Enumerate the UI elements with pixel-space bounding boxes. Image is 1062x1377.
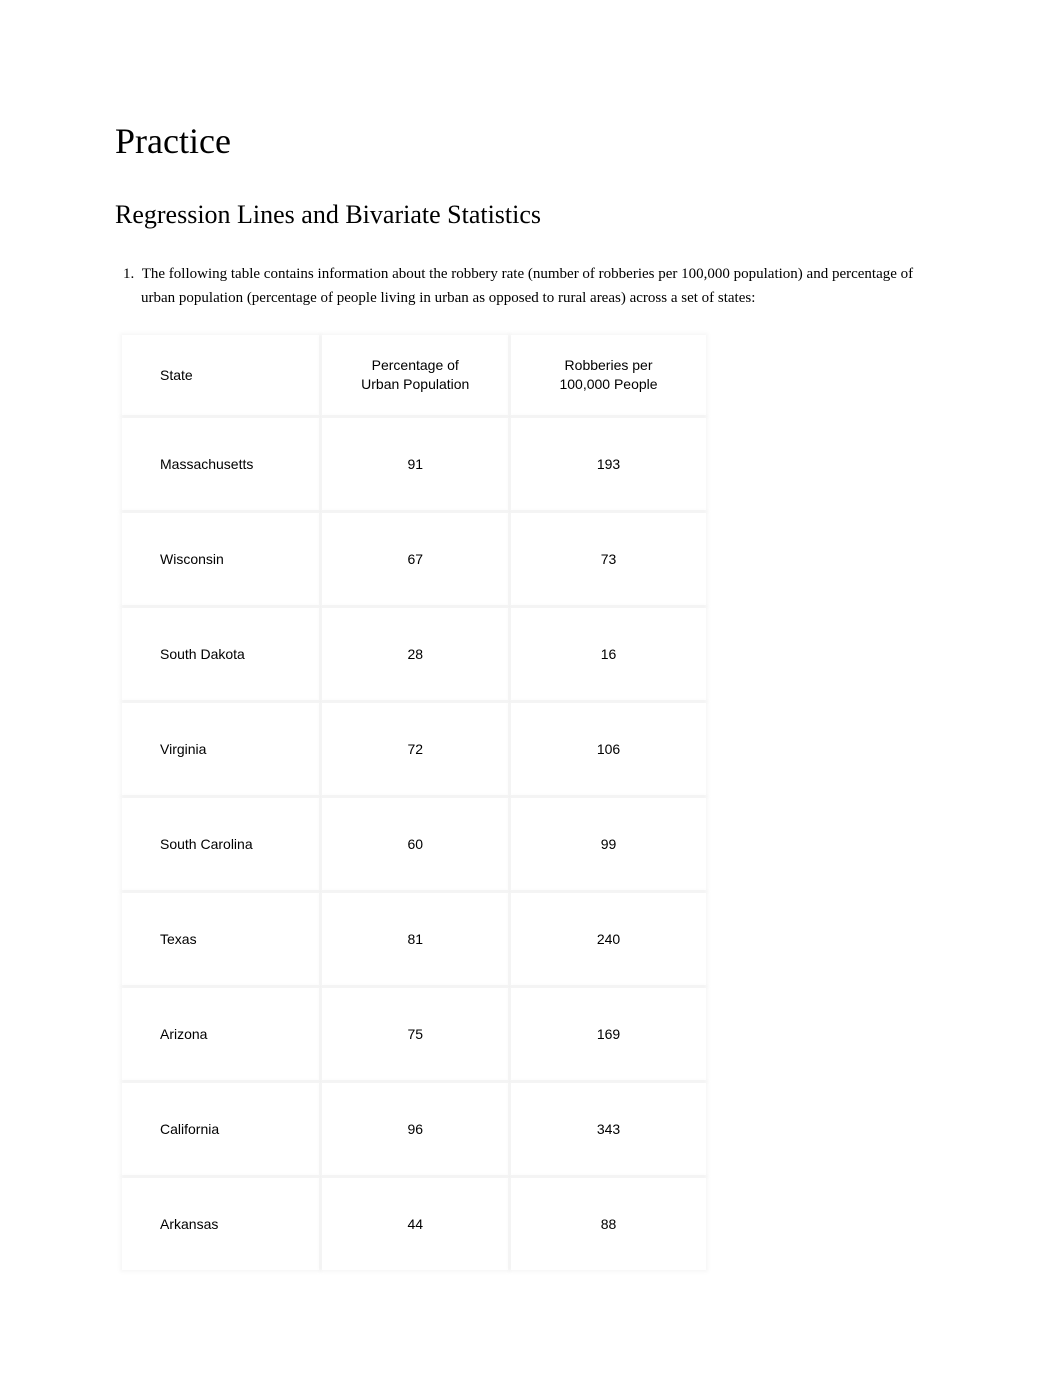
- col-header-urban: Percentage of Urban Population: [322, 335, 508, 415]
- cell-urban: 81: [322, 893, 508, 985]
- table-row: Virginia 72 106: [122, 703, 706, 795]
- cell-urban: 67: [322, 513, 508, 605]
- cell-robberies: 16: [511, 608, 706, 700]
- cell-urban: 28: [322, 608, 508, 700]
- cell-robberies: 240: [511, 893, 706, 985]
- cell-robberies: 169: [511, 988, 706, 1080]
- cell-urban: 75: [322, 988, 508, 1080]
- table-row: Wisconsin 67 73: [122, 513, 706, 605]
- table-header-row: State Percentage of Urban Population Rob…: [122, 335, 706, 415]
- table-row: Arizona 75 169: [122, 988, 706, 1080]
- question-number: 1.: [123, 262, 134, 286]
- page-subtitle: Regression Lines and Bivariate Statistic…: [115, 200, 947, 230]
- cell-robberies: 88: [511, 1178, 706, 1270]
- table-row: Massachusetts 91 193: [122, 418, 706, 510]
- cell-state: Arizona: [122, 988, 319, 1080]
- cell-urban: 96: [322, 1083, 508, 1175]
- table-body: Massachusetts 91 193 Wisconsin 67 73 Sou…: [122, 418, 706, 1270]
- cell-state: Virginia: [122, 703, 319, 795]
- cell-urban: 60: [322, 798, 508, 890]
- cell-robberies: 99: [511, 798, 706, 890]
- cell-robberies: 106: [511, 703, 706, 795]
- table-row: Arkansas 44 88: [122, 1178, 706, 1270]
- question-intro: 1. The following table contains informat…: [115, 262, 947, 310]
- cell-state: South Dakota: [122, 608, 319, 700]
- cell-state: Massachusetts: [122, 418, 319, 510]
- cell-robberies: 193: [511, 418, 706, 510]
- table-row: Texas 81 240: [122, 893, 706, 985]
- col-header-robberies: Robberies per 100,000 People: [511, 335, 706, 415]
- cell-urban: 44: [322, 1178, 508, 1270]
- cell-robberies: 343: [511, 1083, 706, 1175]
- cell-urban: 72: [322, 703, 508, 795]
- cell-robberies: 73: [511, 513, 706, 605]
- cell-state: Texas: [122, 893, 319, 985]
- table-row: South Carolina 60 99: [122, 798, 706, 890]
- cell-urban: 91: [322, 418, 508, 510]
- table-row: California 96 343: [122, 1083, 706, 1175]
- cell-state: Wisconsin: [122, 513, 319, 605]
- table-row: South Dakota 28 16: [122, 608, 706, 700]
- page-title: Practice: [115, 120, 947, 162]
- cell-state: South Carolina: [122, 798, 319, 890]
- data-table: State Percentage of Urban Population Rob…: [119, 332, 709, 1273]
- intro-text: The following table contains information…: [141, 266, 913, 306]
- cell-state: California: [122, 1083, 319, 1175]
- cell-state: Arkansas: [122, 1178, 319, 1270]
- col-header-state: State: [122, 335, 319, 415]
